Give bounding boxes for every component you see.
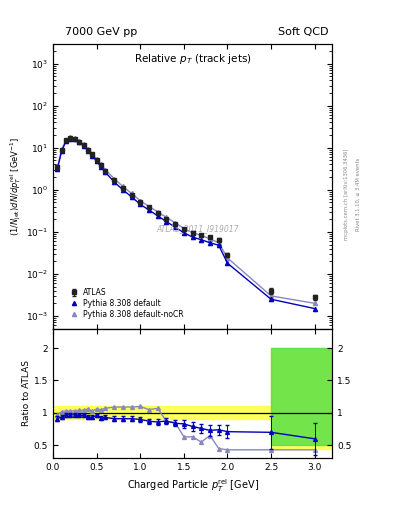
Pythia 8.308 default-noCR	[55, 164, 60, 170]
Pythia 8.308 default	[147, 207, 151, 213]
Text: ATLAS_2011_I919017: ATLAS_2011_I919017	[157, 224, 239, 233]
Text: Soft QCD: Soft QCD	[278, 27, 328, 37]
Pythia 8.308 default	[164, 219, 169, 225]
Pythia 8.308 default-noCR	[99, 161, 103, 167]
Pythia 8.308 default	[64, 138, 68, 144]
Pythia 8.308 default-noCR	[86, 145, 90, 152]
Pythia 8.308 default	[94, 158, 99, 164]
Pythia 8.308 default-noCR	[120, 183, 125, 189]
Pythia 8.308 default	[155, 213, 160, 219]
Pythia 8.308 default	[312, 306, 317, 312]
Pythia 8.308 default-noCR	[64, 137, 68, 143]
Pythia 8.308 default	[129, 194, 134, 200]
Pythia 8.308 default-noCR	[225, 255, 230, 261]
Pythia 8.308 default-noCR	[103, 166, 108, 173]
Pythia 8.308 default	[77, 139, 82, 145]
Pythia 8.308 default-noCR	[208, 236, 212, 242]
Pythia 8.308 default-noCR	[72, 135, 77, 141]
Pythia 8.308 default-noCR	[81, 141, 86, 147]
Pythia 8.308 default-noCR	[190, 230, 195, 236]
Text: 7000 GeV pp: 7000 GeV pp	[65, 27, 137, 37]
Pythia 8.308 default	[103, 169, 108, 176]
Pythia 8.308 default	[99, 164, 103, 170]
Pythia 8.308 default	[269, 296, 274, 302]
Pythia 8.308 default	[217, 242, 221, 248]
Pythia 8.308 default	[199, 237, 204, 243]
Pythia 8.308 default	[182, 230, 186, 236]
Bar	[53, 407, 271, 419]
X-axis label: Charged Particle $p^\mathrm{rel}_T$ [GeV]: Charged Particle $p^\mathrm{rel}_T$ [GeV…	[127, 478, 259, 495]
Pythia 8.308 default	[208, 240, 212, 246]
Pythia 8.308 default	[81, 143, 86, 149]
Pythia 8.308 default-noCR	[199, 232, 204, 239]
Pythia 8.308 default-noCR	[68, 135, 73, 141]
Y-axis label: Ratio to ATLAS: Ratio to ATLAS	[22, 360, 31, 426]
Pythia 8.308 default	[72, 136, 77, 142]
Pythia 8.308 default	[68, 136, 73, 142]
Bar	[271, 348, 332, 449]
Pythia 8.308 default-noCR	[155, 209, 160, 215]
Pythia 8.308 default-noCR	[90, 151, 95, 157]
Pythia 8.308 default	[59, 147, 64, 154]
Pythia 8.308 default	[90, 153, 95, 159]
Pythia 8.308 default-noCR	[59, 146, 64, 152]
Pythia 8.308 default-noCR	[164, 215, 169, 221]
Pythia 8.308 default-noCR	[312, 300, 317, 306]
Text: Relative $p_T$ (track jets): Relative $p_T$ (track jets)	[134, 52, 252, 66]
Bar	[271, 348, 332, 445]
Text: Rivet 3.1.10, ≥ 3.4M events: Rivet 3.1.10, ≥ 3.4M events	[356, 158, 361, 231]
Line: Pythia 8.308 default: Pythia 8.308 default	[55, 137, 317, 311]
Pythia 8.308 default	[120, 187, 125, 193]
Pythia 8.308 default-noCR	[129, 190, 134, 197]
Pythia 8.308 default-noCR	[77, 138, 82, 144]
Pythia 8.308 default-noCR	[269, 293, 274, 299]
Pythia 8.308 default	[138, 201, 143, 207]
Pythia 8.308 default	[55, 165, 60, 172]
Legend: ATLAS, Pythia 8.308 default, Pythia 8.308 default-noCR: ATLAS, Pythia 8.308 default, Pythia 8.30…	[65, 285, 187, 322]
Text: mcplots.cern.ch [arXiv:1306.3436]: mcplots.cern.ch [arXiv:1306.3436]	[344, 149, 349, 240]
Pythia 8.308 default	[86, 147, 90, 154]
Pythia 8.308 default	[190, 234, 195, 240]
Y-axis label: $(1/N_\mathrm{jet})dN/dp^\mathrm{rel}_T\ [\mathrm{GeV}^{-1}]$: $(1/N_\mathrm{jet})dN/dp^\mathrm{rel}_T\…	[9, 137, 23, 236]
Pythia 8.308 default-noCR	[138, 198, 143, 204]
Pythia 8.308 default	[112, 179, 116, 185]
Pythia 8.308 default-noCR	[112, 176, 116, 182]
Pythia 8.308 default-noCR	[182, 225, 186, 231]
Pythia 8.308 default-noCR	[217, 240, 221, 246]
Pythia 8.308 default	[225, 260, 230, 266]
Pythia 8.308 default-noCR	[94, 156, 99, 162]
Pythia 8.308 default-noCR	[173, 220, 178, 226]
Line: Pythia 8.308 default-noCR: Pythia 8.308 default-noCR	[55, 135, 317, 305]
Pythia 8.308 default-noCR	[147, 203, 151, 209]
Pythia 8.308 default	[173, 224, 178, 230]
